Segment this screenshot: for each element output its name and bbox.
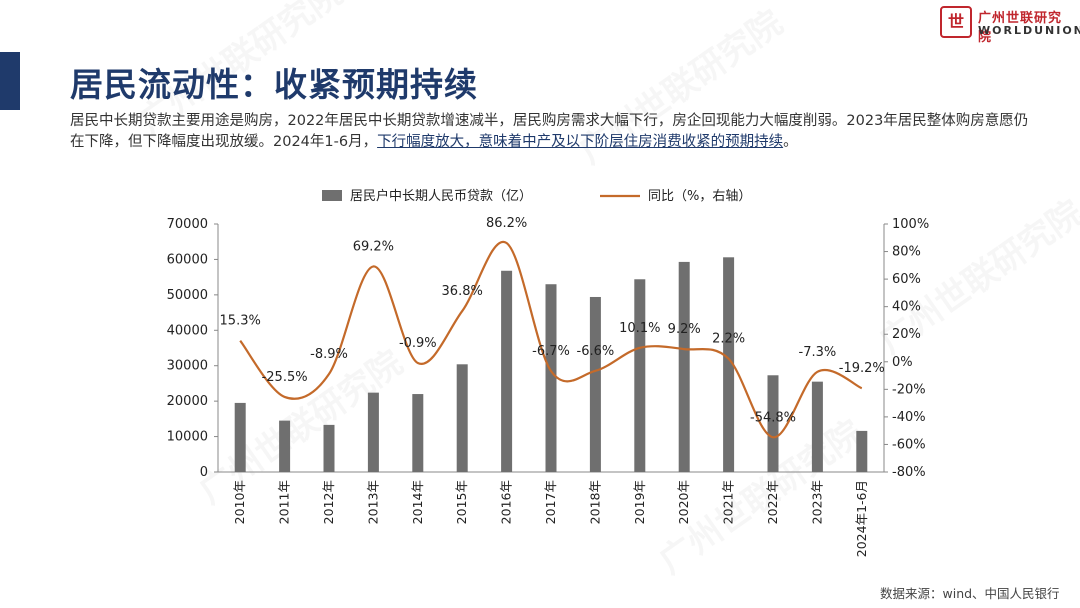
yoy-line bbox=[239, 240, 863, 439]
bar bbox=[545, 284, 557, 472]
legend-bar-swatch bbox=[322, 190, 342, 201]
bar bbox=[811, 381, 823, 472]
line-data-label: -25.5% bbox=[262, 370, 308, 385]
y-right-tick-label: -60% bbox=[892, 437, 926, 452]
line-data-label: 86.2% bbox=[486, 216, 527, 231]
y-right-tick-label: 80% bbox=[892, 245, 921, 260]
x-tick-label: 2021年 bbox=[721, 480, 736, 524]
x-tick-label: 2011年 bbox=[277, 480, 292, 524]
y-right-tick-label: 100% bbox=[892, 217, 929, 232]
y-left-tick-label: 40000 bbox=[167, 323, 208, 338]
logo-seal: 世 bbox=[940, 6, 972, 38]
bar bbox=[234, 402, 246, 472]
x-tick-label: 2012年 bbox=[321, 480, 336, 524]
y-left-tick-label: 50000 bbox=[167, 288, 208, 303]
bar bbox=[501, 270, 513, 472]
y-right-tick-label: -80% bbox=[892, 465, 926, 480]
legend-bar-label: 居民户中长期人民币贷款（亿） bbox=[350, 188, 532, 204]
x-tick-label: 2013年 bbox=[365, 480, 380, 524]
line-data-label: -54.8% bbox=[750, 410, 796, 425]
logo-cn: 广州世联研究院 bbox=[978, 11, 1063, 45]
x-tick-label: 2020年 bbox=[676, 480, 691, 524]
y-left-tick-label: 30000 bbox=[167, 359, 208, 374]
bar bbox=[723, 257, 735, 472]
x-tick-label: 2024年1-6月 bbox=[854, 480, 869, 557]
page-description: 居民中长期贷款主要用途是购房，2022年居民中长期贷款增速减半，居民购房需求大幅… bbox=[70, 111, 1030, 153]
bar bbox=[856, 430, 868, 472]
bar bbox=[634, 279, 646, 472]
bar bbox=[279, 420, 291, 472]
y-right-tick-label: -40% bbox=[892, 410, 926, 425]
data-source: 数据来源：wind、中国人民银行 bbox=[880, 586, 1060, 601]
y-left-tick-label: 0 bbox=[200, 465, 208, 480]
line-data-label: -8.9% bbox=[310, 347, 348, 362]
x-tick-label: 2017年 bbox=[543, 480, 558, 524]
x-tick-label: 2016年 bbox=[499, 480, 514, 524]
desc-end: 。 bbox=[783, 134, 798, 150]
line-data-label: -6.6% bbox=[577, 344, 615, 359]
desc-text: 居民中长期贷款主要用途是购房，2022年居民中长期贷款增速减半，居民购房需求大幅… bbox=[70, 113, 1029, 150]
line-data-label: -6.7% bbox=[532, 344, 570, 359]
line-data-label: 69.2% bbox=[353, 239, 394, 254]
bar bbox=[323, 424, 335, 472]
line-data-label: 36.8% bbox=[442, 284, 483, 299]
y-left-tick-label: 70000 bbox=[167, 217, 208, 232]
line-data-label: -7.3% bbox=[799, 345, 837, 360]
x-tick-label: 2010年 bbox=[232, 480, 247, 524]
line-data-label: 9.2% bbox=[668, 322, 701, 337]
x-tick-label: 2023年 bbox=[809, 480, 824, 524]
desc-highlight: 下行幅度放大，意味着中产及以下阶层住房消费收紧的预期持续 bbox=[377, 134, 784, 150]
line-data-label: -0.9% bbox=[399, 336, 437, 351]
x-tick-label: 2014年 bbox=[410, 480, 425, 524]
page-title: 居民流动性：收紧预期持续 bbox=[70, 65, 478, 104]
y-right-tick-label: 60% bbox=[892, 272, 921, 287]
logo-en: WORLDUNION bbox=[978, 24, 1080, 37]
line-data-label: -19.2% bbox=[839, 361, 885, 376]
bar bbox=[589, 296, 601, 472]
x-tick-label: 2019年 bbox=[632, 480, 647, 524]
y-right-tick-label: 20% bbox=[892, 327, 921, 342]
line-data-label: 10.1% bbox=[619, 321, 660, 336]
title-accent-bar bbox=[0, 52, 20, 110]
y-right-tick-label: 0% bbox=[892, 355, 913, 370]
x-tick-label: 2018年 bbox=[587, 480, 602, 524]
y-left-tick-label: 10000 bbox=[167, 430, 208, 445]
line-data-label: 15.3% bbox=[220, 314, 261, 329]
y-left-tick-label: 20000 bbox=[167, 394, 208, 409]
line-data-label: 2.2% bbox=[712, 332, 745, 347]
bar bbox=[767, 375, 779, 472]
legend-line-label: 同比（%，右轴） bbox=[648, 189, 751, 204]
y-right-tick-label: -20% bbox=[892, 382, 926, 397]
bar bbox=[412, 394, 424, 472]
x-tick-label: 2015年 bbox=[454, 480, 469, 524]
y-left-tick-label: 60000 bbox=[167, 252, 208, 267]
bar bbox=[456, 364, 468, 472]
y-right-tick-label: 40% bbox=[892, 300, 921, 315]
bar bbox=[367, 392, 379, 472]
logo: 世 广州世联研究院 WORLDUNION bbox=[940, 6, 1080, 45]
bar bbox=[678, 261, 690, 472]
x-tick-label: 2022年 bbox=[765, 480, 780, 524]
